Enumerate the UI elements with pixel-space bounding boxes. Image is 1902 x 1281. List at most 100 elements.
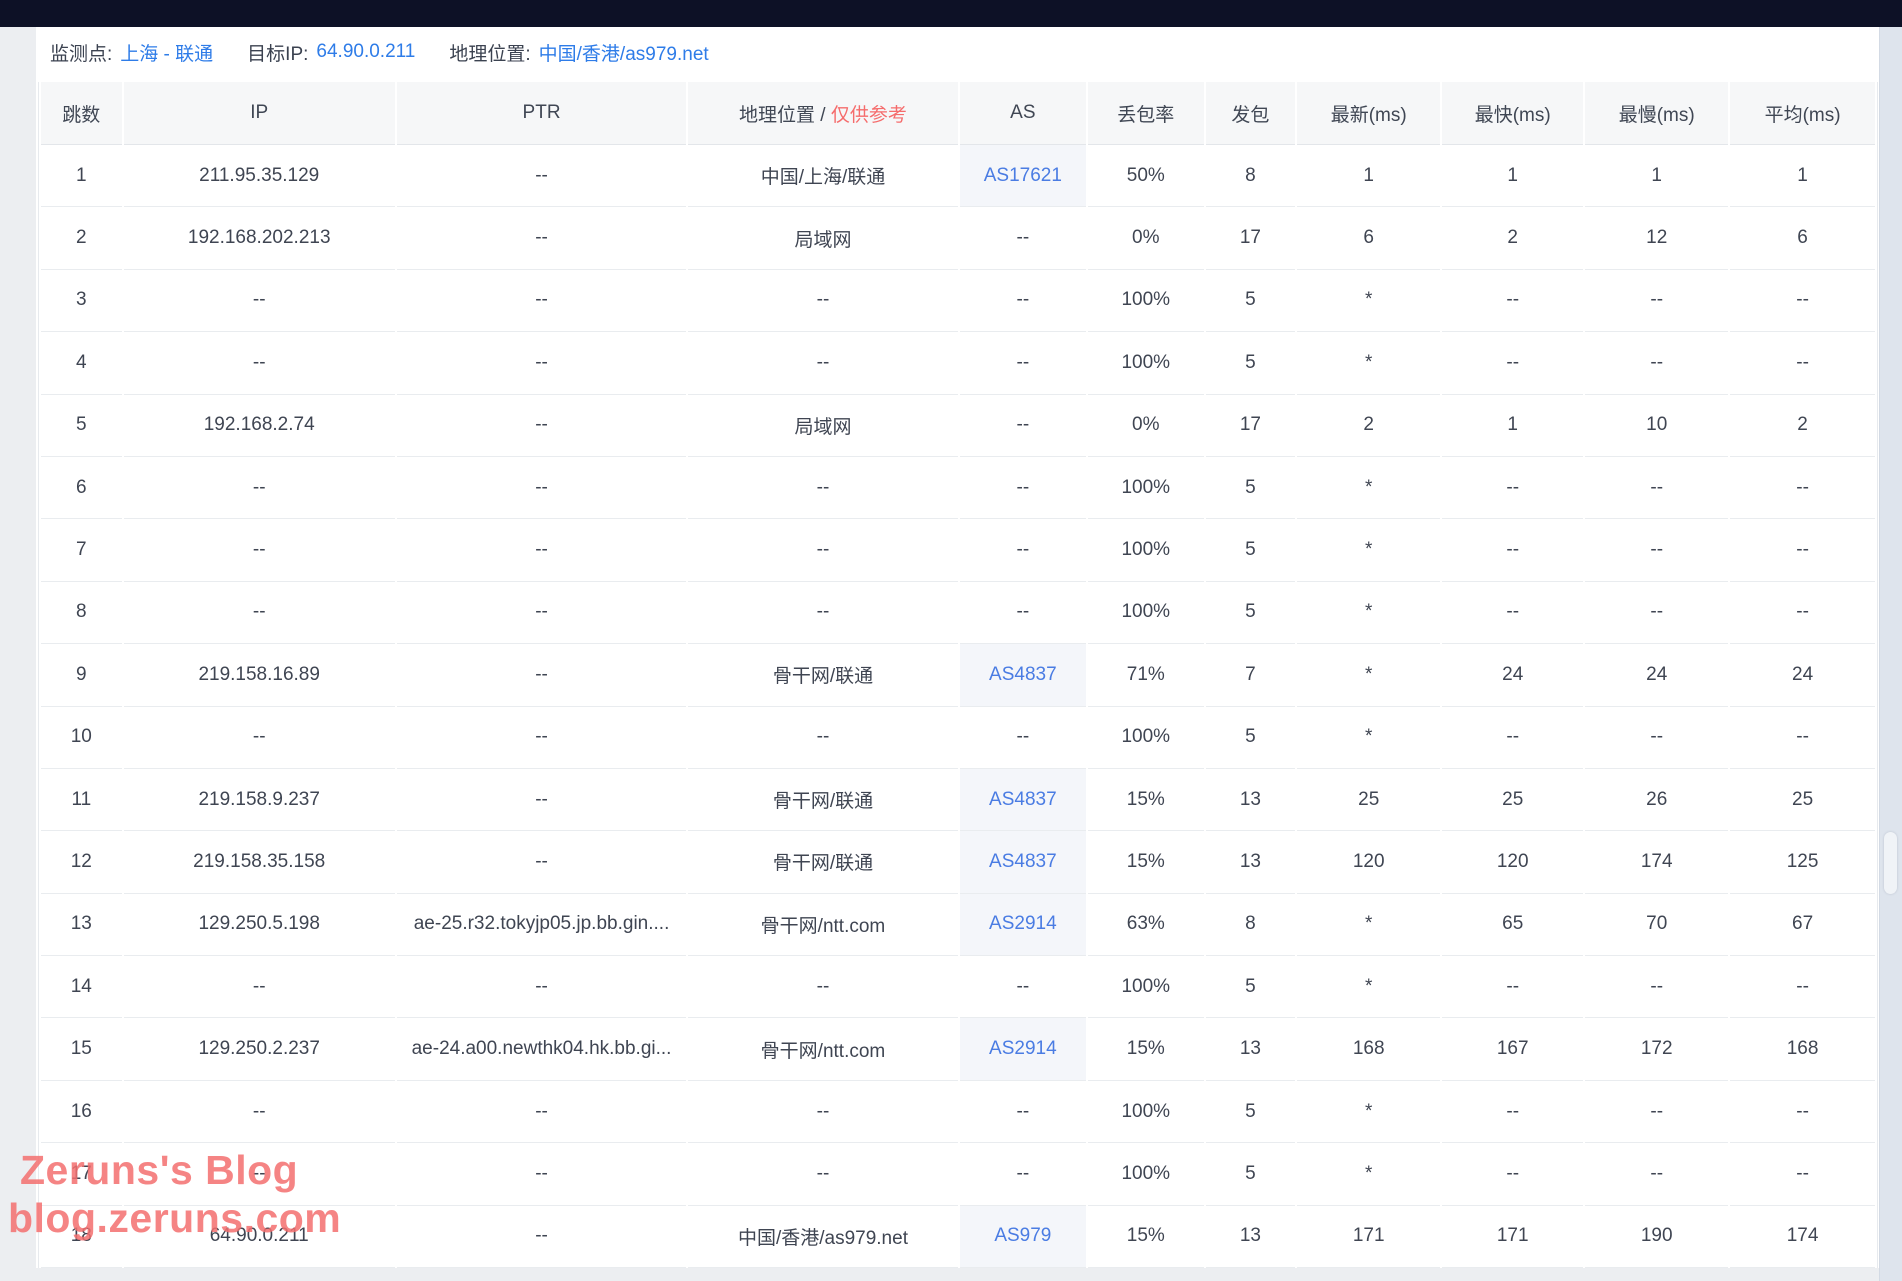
- as-number-link[interactable]: AS2914: [989, 1038, 1057, 1060]
- cell-geo: --: [688, 332, 958, 395]
- cell-fastest: --: [1442, 519, 1584, 582]
- cell-latest: *: [1297, 519, 1441, 582]
- cell-latest: *: [1297, 582, 1441, 645]
- cell-loss: 100%: [1088, 1081, 1204, 1144]
- cell-loss: 15%: [1088, 831, 1204, 894]
- cell-fastest: 167: [1442, 1018, 1584, 1081]
- cell-geo: 骨干网/联通: [688, 644, 958, 707]
- cell-slowest: 12: [1585, 207, 1729, 270]
- browser-top-bar: [0, 0, 1902, 27]
- cell-loss: 100%: [1088, 519, 1204, 582]
- header-fastest: 最快(ms): [1442, 82, 1584, 145]
- cell-hop: 17: [41, 1143, 122, 1206]
- cell-ip: 192.168.202.213: [123, 207, 395, 270]
- cell-geo: 局域网: [688, 207, 958, 270]
- cell-hop: 13: [41, 894, 122, 957]
- cell-latest: *: [1297, 894, 1441, 957]
- cell-avg: --: [1730, 457, 1875, 520]
- cell-as: --: [959, 956, 1087, 1019]
- cell-as: --: [959, 519, 1087, 582]
- cell-ptr: --: [396, 395, 687, 457]
- cell-sent: 17: [1205, 207, 1296, 270]
- cell-slowest: 26: [1585, 769, 1729, 832]
- table-row: 3 -- -- -- -- 100% 5 * -- -- --: [41, 270, 1875, 333]
- cell-hop: 2: [41, 207, 122, 270]
- geo-location-group: 地理位置: 中国/香港/as979.net: [449, 39, 708, 66]
- header-latest: 最新(ms): [1297, 82, 1441, 145]
- header-as: AS: [959, 82, 1087, 145]
- header-ptr: PTR: [396, 82, 687, 145]
- header-geo-main: 地理位置 /: [739, 104, 831, 126]
- table-row: 16 -- -- -- -- 100% 5 * -- -- --: [41, 1081, 1875, 1144]
- cell-as: --: [959, 395, 1087, 457]
- cell-hop: 12: [41, 831, 122, 894]
- cell-avg: 1: [1730, 145, 1875, 208]
- cell-latest: 120: [1297, 831, 1441, 894]
- cell-slowest: 10: [1585, 395, 1729, 457]
- cell-slowest: --: [1585, 707, 1729, 769]
- cell-avg: --: [1730, 270, 1875, 333]
- cell-sent: 17: [1205, 395, 1296, 457]
- cell-ip: 129.250.2.237: [123, 1018, 395, 1081]
- target-ip-group: 目标IP: 64.90.0.211: [247, 39, 415, 66]
- as-number-link[interactable]: AS4837: [989, 663, 1057, 685]
- cell-sent: 13: [1205, 1206, 1296, 1269]
- cell-sent: 5: [1205, 956, 1296, 1019]
- target-ip-value[interactable]: 64.90.0.211: [316, 41, 416, 62]
- cell-sent: 5: [1205, 707, 1296, 769]
- cell-avg: --: [1730, 1143, 1875, 1206]
- cell-hop: 11: [41, 769, 122, 832]
- cell-ip: --: [123, 270, 395, 333]
- cell-as: --: [959, 207, 1087, 270]
- cell-latest: *: [1297, 956, 1441, 1019]
- header-geo-note: 仅供参考: [830, 104, 907, 126]
- cell-fastest: 171: [1442, 1206, 1584, 1269]
- table-row: 8 -- -- -- -- 100% 5 * -- -- --: [41, 582, 1875, 645]
- cell-slowest: --: [1585, 519, 1729, 582]
- cell-sent: 13: [1205, 769, 1296, 832]
- cell-avg: --: [1730, 519, 1875, 582]
- cell-fastest: --: [1442, 457, 1584, 520]
- cell-geo: 骨干网/联通: [688, 831, 958, 894]
- as-number-link[interactable]: AS4837: [989, 850, 1057, 872]
- cell-latest: 171: [1297, 1206, 1441, 1269]
- cell-avg: --: [1730, 332, 1875, 395]
- cell-avg: 2: [1730, 395, 1875, 457]
- cell-geo: --: [688, 1081, 958, 1144]
- cell-slowest: 1: [1585, 145, 1729, 208]
- cell-ptr: --: [396, 582, 687, 645]
- cell-geo: 骨干网/ntt.com: [688, 894, 958, 957]
- cell-hop: 10: [41, 707, 122, 769]
- cell-hop: 14: [41, 956, 122, 1019]
- as-number-link[interactable]: AS2914: [989, 913, 1057, 935]
- cell-loss: 63%: [1088, 894, 1204, 957]
- cell-geo: --: [688, 457, 958, 520]
- cell-latest: 2: [1297, 395, 1441, 457]
- cell-ip: --: [123, 457, 395, 520]
- as-number-link[interactable]: AS17621: [983, 164, 1062, 186]
- geo-location-value[interactable]: 中国/香港/as979.net: [538, 43, 709, 65]
- cell-ip: 219.158.16.89: [123, 644, 395, 707]
- cell-geo: --: [688, 270, 958, 333]
- cell-sent: 13: [1205, 831, 1296, 894]
- as-number-link[interactable]: AS979: [994, 1225, 1052, 1247]
- cell-as: AS979: [959, 1205, 1087, 1269]
- vertical-scrollbar[interactable]: [1879, 27, 1902, 1281]
- cell-sent: 5: [1205, 519, 1296, 582]
- cell-sent: 5: [1205, 582, 1296, 645]
- cell-ptr: --: [396, 707, 687, 769]
- cell-latest: *: [1297, 707, 1441, 769]
- cell-geo: --: [688, 956, 958, 1019]
- table-row: 4 -- -- -- -- 100% 5 * -- -- --: [41, 332, 1875, 395]
- cell-fastest: 25: [1442, 769, 1584, 832]
- header-slowest: 最慢(ms): [1585, 82, 1729, 145]
- cell-hop: 16: [41, 1081, 122, 1144]
- cell-ptr: ae-24.a00.newthk04.hk.bb.gi...: [396, 1018, 687, 1081]
- geo-location-label: 地理位置:: [449, 43, 531, 65]
- scrollbar-thumb[interactable]: [1884, 832, 1897, 894]
- as-number-link[interactable]: AS4837: [989, 788, 1057, 810]
- monitor-point-value[interactable]: 上海 - 联通: [120, 43, 214, 65]
- cell-as: --: [959, 270, 1087, 333]
- cell-as: --: [959, 332, 1087, 395]
- cell-as: --: [959, 1081, 1087, 1144]
